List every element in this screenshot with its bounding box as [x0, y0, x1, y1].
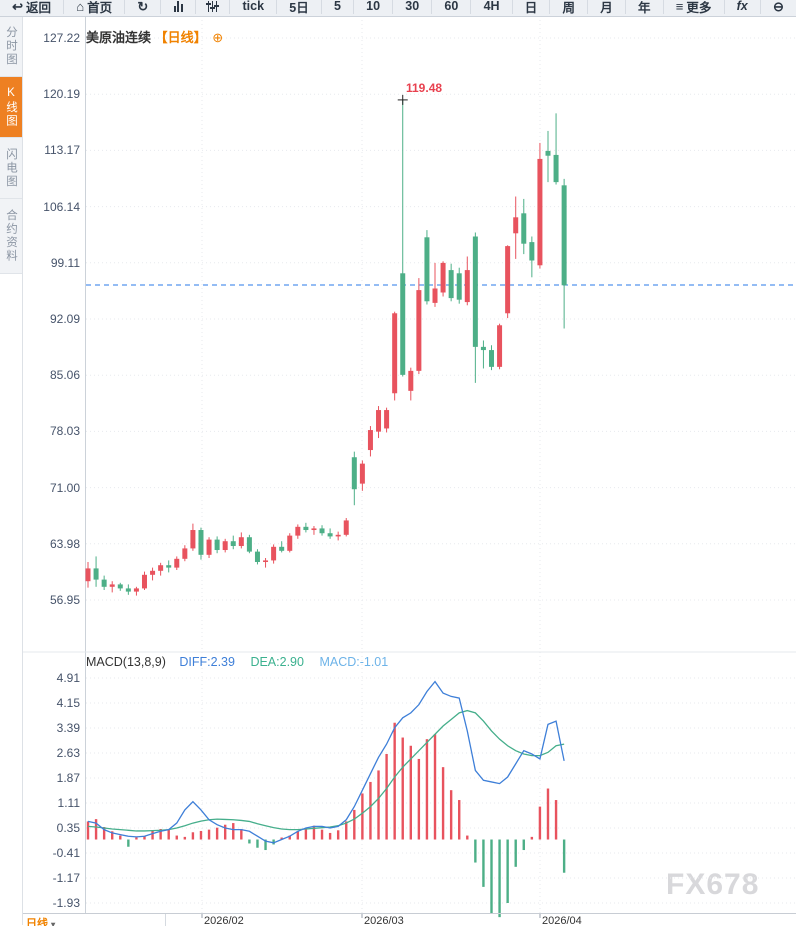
- toolbar-item-label: 日: [524, 0, 538, 15]
- toolbar-item-5[interactable]: 5: [322, 0, 355, 14]
- toolbar-item-60[interactable]: 60: [432, 0, 472, 14]
- main-y-axis-label: 106.14: [43, 199, 80, 214]
- zoom-out-icon: ⊖: [772, 0, 784, 14]
- macd-y-axis-label: 2.63: [56, 746, 80, 760]
- macd-header: MACD(13,8,9) DIFF:2.39 DEA:2.90 MACD:-1.…: [86, 655, 388, 669]
- candles-group: [85, 99, 567, 596]
- period-tag: 【日线】: [154, 30, 207, 45]
- toolbar-item-月[interactable]: 月: [588, 0, 626, 15]
- toolbar-item-home[interactable]: ⌂ 首页: [64, 0, 126, 15]
- diff-line: [87, 680, 565, 844]
- toolbar-item-fx[interactable]: fx: [725, 0, 761, 14]
- toolbar-item-30[interactable]: 30: [393, 0, 433, 14]
- add-overlay-icon[interactable]: ⊕: [212, 30, 224, 45]
- toolbar-item-label: 返回: [26, 0, 52, 15]
- toolbar-item-年[interactable]: 年: [626, 0, 664, 15]
- macd-diff-value: DIFF:2.39: [179, 655, 235, 669]
- toolbar-item-label: 4H: [483, 0, 500, 13]
- refresh-icon: ↻: [137, 0, 149, 14]
- fx678-watermark: FX678: [666, 868, 760, 901]
- toolbar-item-label: 10: [366, 0, 381, 13]
- toolbar-item-label: fx: [736, 0, 748, 13]
- chart-title: 美原油连续 【日线】 ⊕: [86, 27, 223, 46]
- sidebar-tab-分时图[interactable]: 分时图: [0, 16, 22, 77]
- toolbar-item-label: 60: [444, 0, 459, 13]
- toolbar-item-label: 年: [638, 0, 651, 15]
- indicator-sliders-icon: [206, 0, 218, 12]
- macd-params: MACD(13,8,9): [86, 655, 166, 669]
- toolbar-item-zoom-out[interactable]: ⊖: [761, 0, 796, 14]
- chart-frame: [0, 16, 796, 913]
- toolbar-item-label: 5: [333, 0, 341, 13]
- menu-icon: ≡: [675, 0, 684, 14]
- macd-macd-value: MACD:-1.01: [319, 655, 389, 669]
- toolbar-item-label: 5日: [289, 0, 309, 15]
- macd-y-axis-label: 4.15: [56, 696, 80, 710]
- bar-chart-icon: [173, 0, 183, 12]
- toolbar-item-10[interactable]: 10: [354, 0, 394, 14]
- home-icon: ⌂: [76, 0, 85, 14]
- main-y-axis-label: 99.11: [50, 255, 80, 270]
- toolbar-item-日[interactable]: 日: [513, 0, 551, 15]
- period-selector-cell: 日线 ▾: [22, 914, 166, 926]
- dea-line: [87, 709, 565, 832]
- macd-y-axis-label: -1.17: [52, 871, 80, 885]
- sidebar-tab-闪电图[interactable]: 闪电图: [0, 138, 22, 199]
- macd-y-axis-label: 1.11: [57, 796, 80, 810]
- toolbar-item-bar-chart[interactable]: [161, 0, 196, 14]
- toolbar-item-indicator-sliders[interactable]: [196, 0, 231, 14]
- main-y-axis-label: 120.19: [43, 87, 80, 102]
- main-y-axis-label: 63.98: [49, 536, 80, 551]
- main-y-axis-label: 56.95: [49, 593, 80, 607]
- sidebar-tab-合约资料[interactable]: 合约资料: [0, 199, 22, 274]
- period-selector[interactable]: 日线 ▾: [26, 915, 55, 926]
- macd-y-axis-label: 3.39: [56, 721, 80, 735]
- main-y-axis-label: 92.09: [49, 312, 80, 326]
- toolbar-item-back[interactable]: ↩ 返回: [0, 0, 65, 15]
- gridlines: [86, 20, 796, 918]
- toolbar-item-label: 30: [405, 0, 420, 13]
- toolbar-item-4H[interactable]: 4H: [471, 0, 513, 14]
- macd-y-axis-label: 0.35: [56, 821, 80, 835]
- top-toolbar: ↩ 返回 ⌂ 首页 ↻ tick 5日 5 10 30 60 4H 日周月年 ≡ 更多 fx ⊖: [0, 0, 796, 17]
- high-price-annotation: 119.48: [406, 81, 443, 95]
- macd-dea-value: DEA:2.90: [250, 655, 304, 669]
- toolbar-item-label: 周: [562, 0, 576, 15]
- toolbar-item-refresh[interactable]: ↻: [125, 0, 162, 14]
- chevron-down-icon: ▾: [51, 920, 56, 926]
- toolbar-item-5日[interactable]: 5日: [277, 0, 322, 15]
- x-axis-label: 2026/03: [364, 915, 404, 926]
- main-y-axis-label: 78.03: [49, 424, 80, 439]
- main-y-axis-label: 71.00: [49, 480, 80, 495]
- x-axis-strip: 日线 ▾ 2026/02 2026/03 2026/04: [0, 913, 796, 926]
- main-y-axis-label: 85.06: [49, 368, 80, 383]
- instrument-name: 美原油连续: [86, 30, 152, 45]
- macd-y-axis-label: 1.87: [56, 771, 80, 785]
- macd-histogram-group: [86, 722, 566, 918]
- x-axis-label: 2026/02: [204, 915, 244, 926]
- macd-y-axis-label: -1.93: [52, 896, 80, 910]
- x-axis-label: 2026/04: [542, 915, 582, 926]
- toolbar-item-周[interactable]: 周: [550, 0, 589, 15]
- main-y-axis-label: 113.17: [44, 143, 80, 158]
- toolbar-item-menu[interactable]: ≡ 更多: [664, 0, 725, 15]
- sidebar-tab-K线图[interactable]: K线图: [0, 77, 22, 138]
- toolbar-item-label: tick: [242, 0, 265, 13]
- crosshair-marker: [397, 94, 408, 105]
- period-selector-label: 日线: [26, 918, 48, 926]
- macd-y-axis-label: 4.91: [56, 671, 80, 685]
- macd-y-axis-label: -0.41: [52, 846, 80, 860]
- chart-type-rail: 分时图 K线图 闪电图 合约资料: [0, 16, 23, 925]
- toolbar-item-label: 月: [600, 0, 613, 15]
- main-y-axis-label: 127.22: [43, 31, 80, 45]
- toolbar-item-label: 首页: [87, 0, 113, 15]
- toolbar-item-label: 更多: [686, 0, 712, 15]
- back-icon: ↩: [12, 0, 24, 14]
- toolbar-item-tick[interactable]: tick: [230, 0, 278, 14]
